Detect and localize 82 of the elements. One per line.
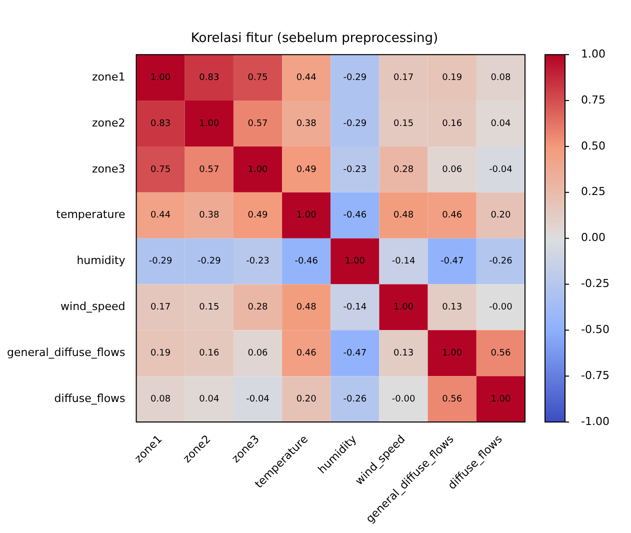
data-label: -0.29 — [343, 72, 367, 83]
y-tick-label: diffuse_flows — [54, 392, 126, 405]
data-label: 1.00 — [150, 72, 171, 83]
data-label: -0.26 — [489, 256, 513, 267]
data-label: 0.38 — [199, 210, 220, 221]
data-label: -0.00 — [489, 302, 513, 313]
data-label: 0.16 — [199, 348, 220, 358]
data-label: 0.16 — [442, 118, 462, 129]
data-label: -0.29 — [198, 256, 222, 267]
data-label: 0.57 — [199, 164, 220, 175]
data-label: 0.48 — [394, 210, 414, 221]
data-label: 0.44 — [296, 72, 317, 83]
y-tick-label: zone1 — [92, 70, 126, 84]
y-tick-label: humidity — [76, 254, 126, 268]
data-label: -0.23 — [343, 164, 367, 175]
data-label: 0.28 — [248, 302, 268, 313]
data-label: 1.00 — [248, 164, 268, 175]
data-label: 0.75 — [150, 164, 171, 175]
data-label: 0.49 — [296, 164, 317, 175]
color-bar-label: -1.00 — [581, 414, 610, 428]
y-tick-label: zone2 — [92, 116, 126, 130]
data-label: 0.06 — [442, 164, 462, 175]
data-label: -0.23 — [246, 256, 270, 267]
data-label: 0.20 — [490, 210, 511, 221]
y-tick-label: wind_speed — [60, 300, 126, 314]
y-tick-label: general_diffuse_flows — [6, 346, 126, 359]
data-label: -0.29 — [148, 256, 172, 267]
data-label: 1.00 — [442, 348, 462, 358]
data-label: -0.47 — [343, 348, 367, 358]
y-tick-label: zone3 — [92, 162, 126, 176]
data-label: 0.57 — [248, 118, 268, 129]
data-label: 1.00 — [490, 394, 511, 404]
data-label: 0.06 — [248, 348, 268, 358]
data-label: 0.04 — [490, 118, 511, 129]
color-bar-label: -0.25 — [581, 277, 610, 290]
data-label: -0.47 — [440, 256, 464, 267]
data-label: 0.83 — [199, 72, 220, 83]
color-bar-label: -0.50 — [581, 323, 610, 336]
data-label: 0.13 — [394, 348, 414, 358]
data-label: 0.15 — [199, 302, 220, 313]
data-label: 0.75 — [248, 72, 268, 83]
data-label: 0.13 — [442, 302, 462, 313]
data-label: -0.04 — [246, 394, 270, 404]
data-label: 0.28 — [394, 164, 414, 175]
data-label: 0.19 — [150, 348, 171, 358]
data-label: 0.19 — [442, 72, 462, 83]
data-label: 1.00 — [199, 118, 220, 129]
data-label: 0.04 — [199, 394, 220, 404]
data-label: 0.08 — [150, 394, 171, 404]
data-label: -0.29 — [343, 118, 367, 129]
data-label: -0.04 — [489, 164, 513, 175]
data-label: 0.49 — [248, 210, 268, 221]
data-label: 0.56 — [490, 348, 511, 358]
color-bar-label: 0.50 — [581, 139, 606, 152]
data-label: 0.20 — [296, 394, 317, 404]
color-bar-label: 0.00 — [581, 231, 606, 244]
color-bar-label: 1.00 — [581, 47, 606, 60]
data-label: 0.56 — [442, 394, 462, 404]
data-label: 0.83 — [150, 118, 171, 129]
data-label: -0.26 — [343, 394, 367, 404]
data-label: 1.00 — [344, 256, 366, 267]
data-label: 0.46 — [296, 348, 317, 358]
chart-title: Korelasi fitur (sebelum preprocessing) — [190, 31, 438, 46]
data-label: 0.48 — [296, 302, 317, 313]
data-label: -0.14 — [392, 256, 416, 267]
data-label: 0.44 — [150, 210, 171, 221]
data-label: -0.14 — [343, 302, 367, 313]
data-label: 1.00 — [296, 210, 317, 221]
data-label: -0.46 — [343, 210, 367, 221]
data-label: 0.17 — [394, 72, 414, 83]
data-label: 0.15 — [394, 118, 414, 129]
data-label: -0.46 — [294, 256, 318, 267]
data-label: 0.46 — [442, 210, 462, 221]
data-label: 0.38 — [296, 118, 317, 129]
color-bar-label: 0.25 — [581, 185, 606, 198]
color-bar-label: -0.75 — [581, 368, 610, 382]
data-label: 0.17 — [150, 302, 171, 313]
color-bar-label: 0.75 — [581, 93, 606, 106]
data-label: 1.00 — [394, 302, 414, 313]
y-tick-label: temperature — [56, 208, 126, 222]
data-label: -0.00 — [392, 394, 416, 404]
data-label: 0.08 — [490, 72, 511, 83]
